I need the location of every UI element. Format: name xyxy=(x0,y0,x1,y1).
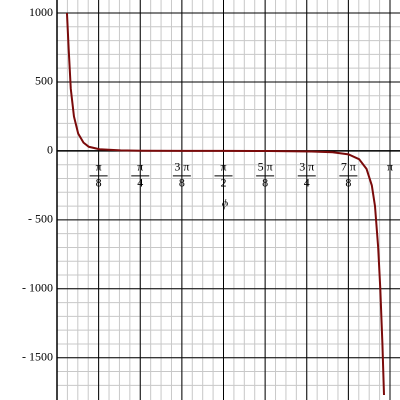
y-tick-label: - 500 xyxy=(28,212,53,226)
y-tick-label: 1000 xyxy=(29,5,53,19)
x-tick-denominator: 4 xyxy=(304,176,310,190)
y-tick-label: - 1000 xyxy=(22,281,53,295)
x-tick-numerator: π xyxy=(137,160,143,174)
x-axis-label: ϕ xyxy=(222,196,228,210)
x-tick-denominator: 8 xyxy=(345,176,351,190)
x-tick-numerator: 7 π xyxy=(341,160,356,174)
x-tick-denominator: 8 xyxy=(179,176,185,190)
x-tick-denominator: 2 xyxy=(221,176,227,190)
x-tick-numerator: 5 π xyxy=(258,160,273,174)
x-tick-denominator: 8 xyxy=(96,176,102,190)
data-line xyxy=(65,12,386,396)
x-tick-denominator: 8 xyxy=(262,176,268,190)
x-tick-denominator: 4 xyxy=(137,176,143,190)
x-tick-numerator: π xyxy=(96,160,102,174)
y-tick-label: 0 xyxy=(47,143,53,157)
x-tick-label: π xyxy=(387,160,393,174)
y-tick-label: - 1500 xyxy=(22,350,53,364)
y-tick-label: 500 xyxy=(35,74,53,88)
x-tick-numerator: π xyxy=(220,160,226,174)
x-tick-numerator: 3 π xyxy=(174,160,189,174)
x-tick-numerator: 3 π xyxy=(299,160,314,174)
